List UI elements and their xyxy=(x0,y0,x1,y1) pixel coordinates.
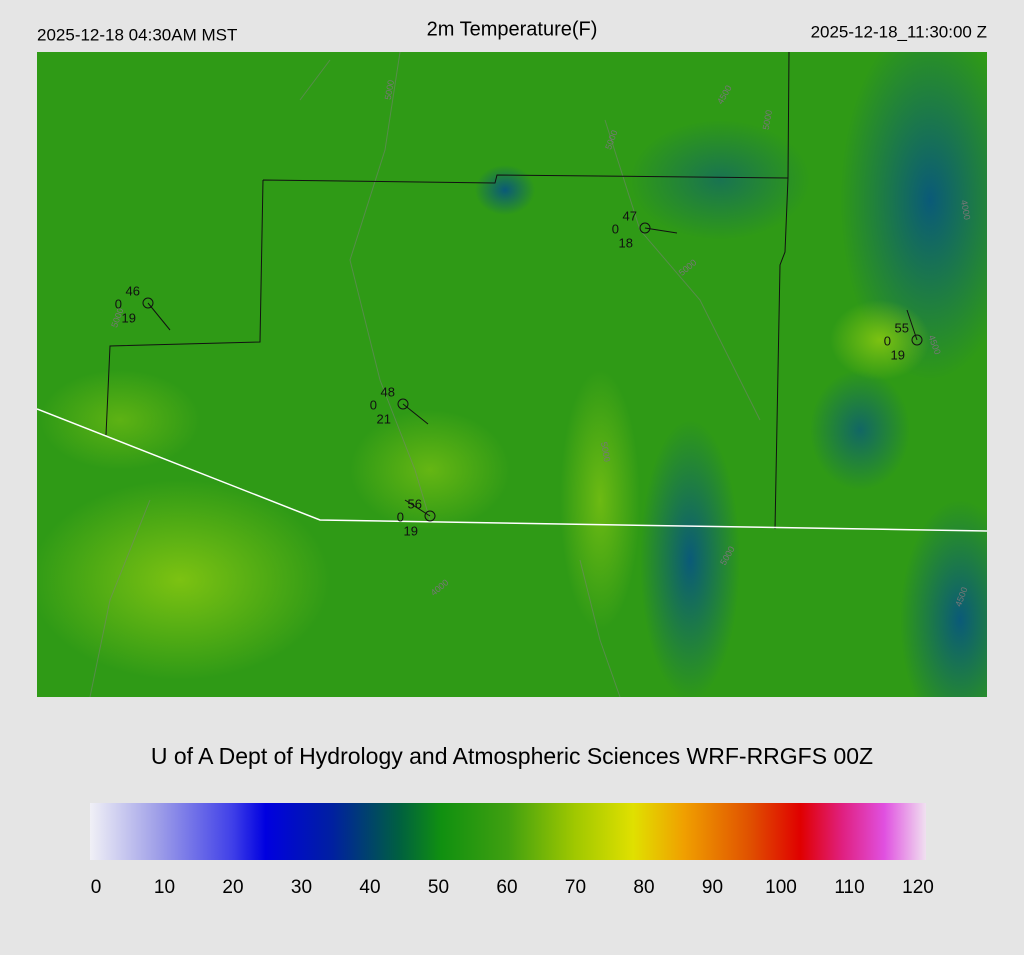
contour-label: 5000 xyxy=(383,79,396,100)
colorbar-tick-label: 40 xyxy=(359,877,380,898)
colorbar-tick-label: 80 xyxy=(633,877,654,898)
colorbar-tick-label: 110 xyxy=(834,877,864,898)
colorbar-tick-label: 10 xyxy=(154,877,175,898)
station-code: 0 xyxy=(397,509,404,524)
contour-label: 4000 xyxy=(959,199,972,220)
colorbar-tick-label: 70 xyxy=(565,877,586,898)
station-circle xyxy=(424,510,436,522)
title: 2m Temperature(F) xyxy=(427,18,598,40)
colorbar-tick-label: 60 xyxy=(496,877,517,898)
station-circle xyxy=(911,334,923,346)
station-circle xyxy=(397,398,409,410)
credit: U of A Dept of Hydrology and Atmospheric… xyxy=(151,743,873,769)
station-circle xyxy=(639,222,651,234)
colorbar-tick-label: 90 xyxy=(702,877,723,898)
station-code: 0 xyxy=(612,221,619,236)
station-temperature: 48 xyxy=(381,384,395,399)
contour-label: 5000 xyxy=(761,109,774,130)
colorbar-tick-label: 0 xyxy=(91,877,102,898)
station-circle xyxy=(142,297,154,309)
station-value: 19 xyxy=(891,347,905,362)
station-temperature: 46 xyxy=(126,283,140,298)
utc-time: 2025-12-18_11:30:00 Z xyxy=(811,22,987,41)
station-code: 0 xyxy=(370,397,377,412)
colorbar-tick-label: 20 xyxy=(222,877,243,898)
station-code: 0 xyxy=(884,333,891,348)
station-temperature: 55 xyxy=(895,320,909,335)
station-temperature: 56 xyxy=(408,496,422,511)
colorbar-tick-label: 100 xyxy=(765,877,797,898)
station-value: 21 xyxy=(377,411,391,426)
wind-barb xyxy=(147,302,171,331)
contour-label: 5000 xyxy=(599,441,612,462)
colorbar xyxy=(90,803,926,860)
station-value: 19 xyxy=(122,310,136,325)
local-time: 2025-12-18 04:30AM MST xyxy=(37,25,237,44)
station-value: 18 xyxy=(619,235,633,250)
station-value: 19 xyxy=(404,523,418,538)
map xyxy=(37,52,987,697)
colorbar-tick-label: 30 xyxy=(291,877,312,898)
colorbar-tick-label: 120 xyxy=(902,877,934,898)
station-temperature: 47 xyxy=(623,208,637,223)
station-code: 0 xyxy=(115,296,122,311)
colorbar-tick-label: 50 xyxy=(428,877,449,898)
